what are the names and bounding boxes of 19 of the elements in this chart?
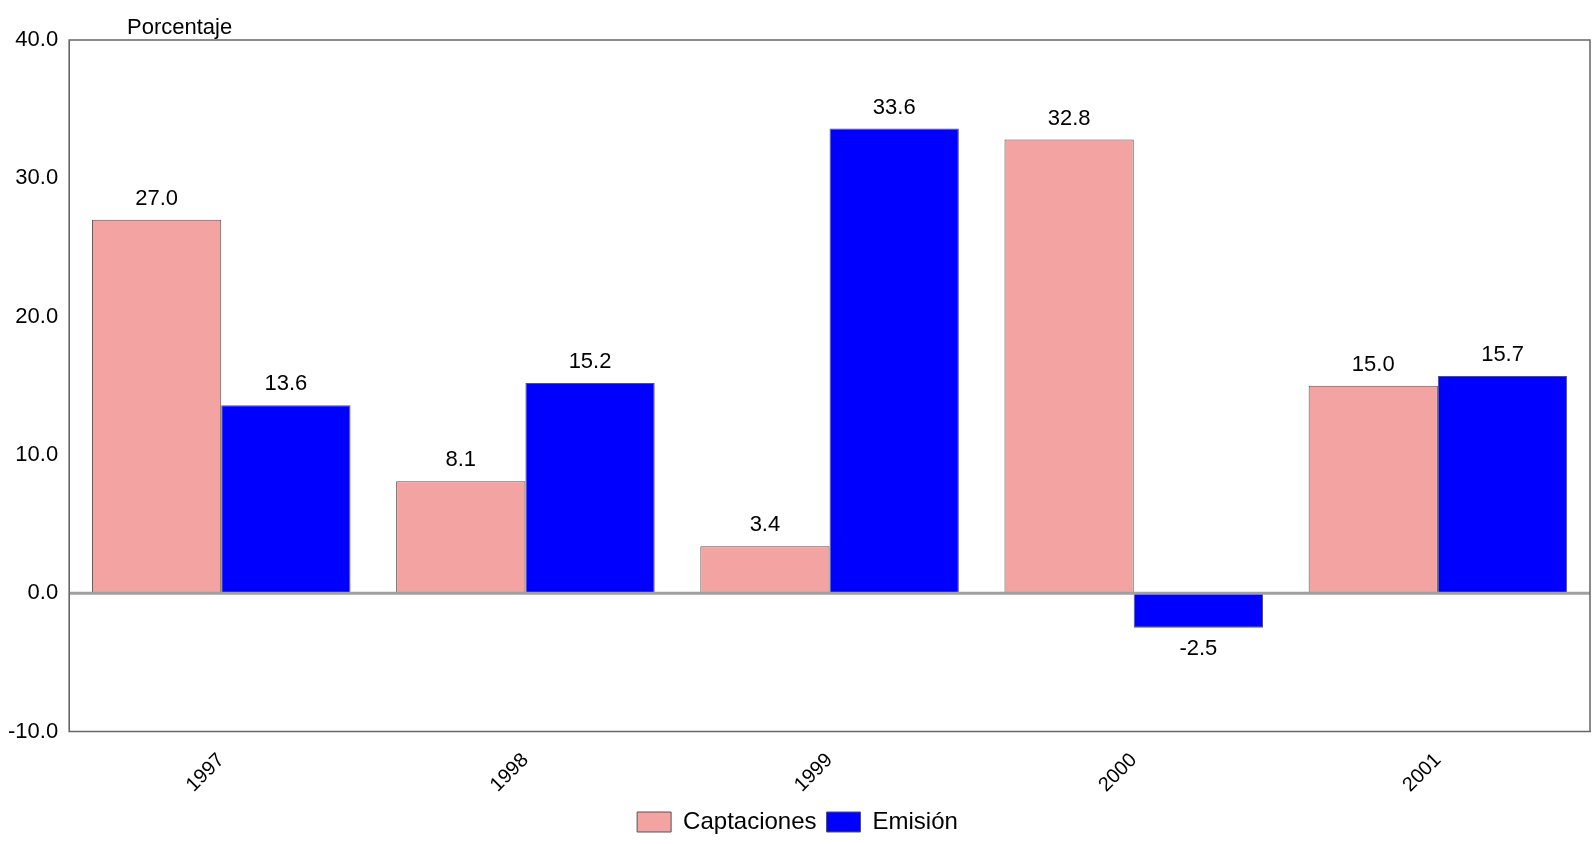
data-label: -2.5 [1179,634,1218,660]
legend-label: Emisión [872,806,958,834]
y-axis-title: Porcentaje [127,14,233,40]
y-tick-label: 40.0 [15,26,59,52]
y-tick-label: 0.0 [27,579,59,605]
y-tick-label: 30.0 [15,164,59,190]
data-label: 3.4 [749,511,781,537]
data-label: 15.7 [1481,341,1524,367]
data-label: 13.6 [264,370,308,396]
y-tick-label: 20.0 [15,302,59,328]
y-tick-label: 10.0 [15,441,59,466]
legend-label: Captaciones [683,806,817,834]
data-label: 15.0 [1351,350,1395,376]
data-label: 27.0 [135,184,179,210]
data-label: 8.1 [445,446,477,472]
data-label: 32.8 [1047,104,1091,130]
y-tick-label: -10.0 [7,717,59,743]
data-label: 15.2 [568,348,612,374]
data-label: 33.6 [872,93,916,119]
